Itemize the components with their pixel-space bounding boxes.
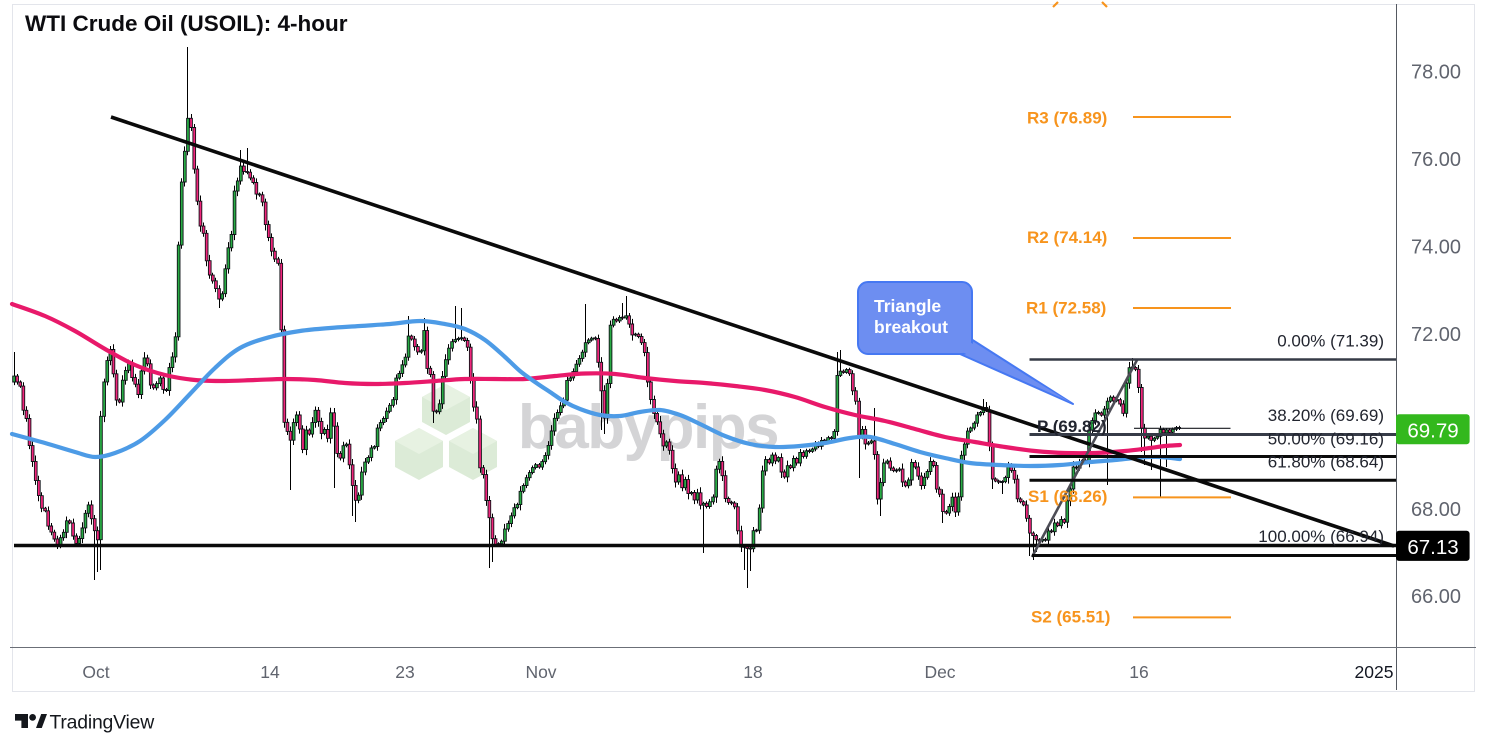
svg-text:S1 (68.26): S1 (68.26) <box>1028 487 1107 506</box>
svg-text:Triangle: Triangle <box>874 296 941 316</box>
svg-text:72.00: 72.00 <box>1411 324 1461 346</box>
svg-text:23: 23 <box>395 662 414 682</box>
svg-text:WTI Crude Oil (USOIL): 4-hour: WTI Crude Oil (USOIL): 4-hour <box>25 11 348 36</box>
svg-text:S2 (65.51): S2 (65.51) <box>1031 608 1110 627</box>
svg-text:67.13: 67.13 <box>1407 536 1458 559</box>
svg-text:2025: 2025 <box>1355 662 1394 682</box>
svg-text:Oct: Oct <box>82 662 109 682</box>
svg-text:18: 18 <box>743 662 762 682</box>
svg-text:74.00: 74.00 <box>1411 237 1461 259</box>
svg-text:P (69.82): P (69.82) <box>1037 417 1107 436</box>
svg-text:R2 (74.14): R2 (74.14) <box>1027 228 1107 247</box>
svg-text:Dec: Dec <box>924 662 955 682</box>
svg-text:Nov: Nov <box>525 662 556 682</box>
svg-text:69.79: 69.79 <box>1407 419 1458 442</box>
svg-text:babypips: babypips <box>518 393 778 462</box>
svg-text:breakout: breakout <box>874 317 948 337</box>
svg-text:50.00% (69.16): 50.00% (69.16) <box>1268 430 1384 449</box>
svg-text:14: 14 <box>260 662 280 682</box>
svg-text:61.80% (68.64): 61.80% (68.64) <box>1268 453 1384 472</box>
svg-text:66.00: 66.00 <box>1411 586 1461 608</box>
svg-text:68.00: 68.00 <box>1411 499 1461 521</box>
svg-text:76.00: 76.00 <box>1411 149 1461 171</box>
svg-text:TradingView: TradingView <box>50 712 156 734</box>
svg-text:R1 (72.58): R1 (72.58) <box>1026 299 1106 318</box>
svg-text:78.00: 78.00 <box>1411 62 1461 84</box>
svg-text:R3 (76.89): R3 (76.89) <box>1027 109 1107 128</box>
svg-text:100.00% (66.94): 100.00% (66.94) <box>1258 527 1384 546</box>
svg-text:16: 16 <box>1129 662 1148 682</box>
svg-text:38.20% (69.69): 38.20% (69.69) <box>1268 406 1384 425</box>
svg-text:0.00% (71.39): 0.00% (71.39) <box>1277 332 1384 351</box>
